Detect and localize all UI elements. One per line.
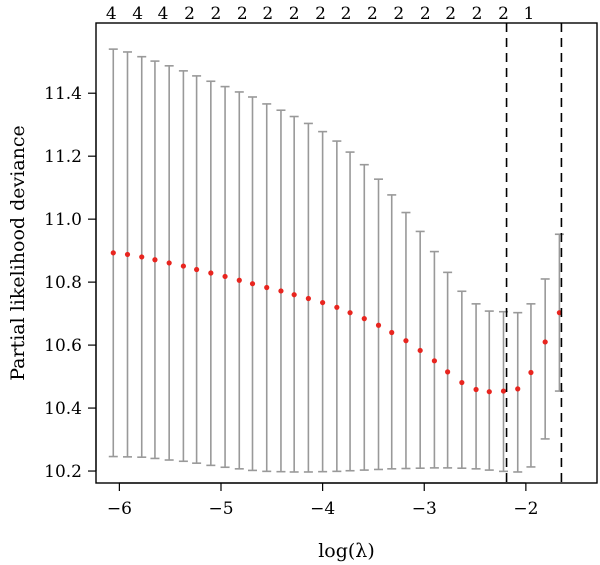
data-point — [208, 270, 214, 276]
data-point — [500, 388, 507, 394]
data-point — [542, 339, 548, 345]
x-tick-label: −3 — [412, 499, 437, 519]
errorbar — [513, 311, 523, 473]
point-group — [110, 250, 562, 395]
data-point — [515, 386, 521, 392]
y-tick-label: 11.0 — [44, 210, 82, 230]
top-count-label: 2 — [184, 4, 195, 24]
data-point — [264, 284, 270, 291]
top-count-label: 2 — [420, 4, 431, 24]
y-axis: 10.2 10.4 10.6 10.8 11.0 11.2 11.4 — [44, 84, 97, 482]
y-tick-label: 10.4 — [44, 399, 82, 419]
top-count-label: 2 — [472, 4, 483, 24]
x-tick-label: −4 — [310, 499, 335, 519]
x-axis-title: log(λ) — [318, 540, 375, 562]
data-point — [320, 299, 326, 306]
top-count-label: 2 — [262, 4, 273, 24]
data-point — [249, 281, 256, 287]
errorbar — [526, 303, 536, 468]
top-count-label: 1 — [523, 4, 534, 24]
data-point — [403, 338, 409, 344]
errorbar — [457, 290, 467, 470]
data-point — [110, 250, 116, 256]
data-point — [180, 263, 186, 269]
data-point — [194, 266, 200, 273]
top-count-label: 2 — [289, 4, 300, 24]
data-point — [431, 358, 438, 364]
data-point — [361, 316, 367, 322]
top-count-label: 4 — [106, 4, 117, 24]
plot-frame — [95, 22, 598, 484]
x-tick-label: −2 — [513, 499, 538, 519]
top-count-label: 2 — [445, 4, 456, 24]
data-point — [473, 386, 479, 393]
data-point — [417, 347, 423, 354]
data-point — [278, 288, 284, 294]
data-point — [459, 379, 465, 386]
data-point — [124, 251, 131, 258]
data-point — [389, 329, 395, 336]
data-point — [305, 295, 311, 302]
top-count-label: 4 — [158, 4, 169, 24]
data-point — [347, 310, 353, 316]
y-tick-label: 10.2 — [44, 462, 82, 482]
x-tick-label: −5 — [208, 499, 233, 519]
vline-group — [505, 23, 563, 483]
data-point — [334, 304, 340, 310]
data-point — [236, 277, 242, 283]
data-point — [486, 389, 492, 395]
top-count-label: 2 — [393, 4, 404, 24]
y-axis-title: Partial likelihood deviance — [7, 125, 29, 381]
top-count-label: 2 — [341, 4, 352, 24]
y-tick-label: 10.6 — [44, 336, 82, 356]
y-tick-label: 11.4 — [44, 84, 82, 104]
data-point — [375, 322, 382, 328]
x-axis: −6 −5 −4 −3 −2 — [107, 482, 538, 519]
errorbar-group — [108, 48, 564, 473]
data-point — [528, 369, 534, 376]
top-count-label: 2 — [237, 4, 248, 24]
errorbar — [540, 278, 550, 440]
top-count-label: 2 — [315, 4, 326, 24]
data-point — [222, 273, 228, 280]
data-point — [445, 369, 451, 375]
y-tick-label: 10.8 — [44, 273, 82, 293]
data-point — [291, 292, 297, 298]
data-point — [166, 260, 172, 266]
errorbar — [471, 303, 481, 470]
top-count-label: 2 — [367, 4, 378, 24]
top-count-label: 2 — [211, 4, 222, 24]
top-count-label: 2 — [498, 4, 509, 24]
data-point — [139, 254, 145, 260]
top-count-label: 4 — [132, 4, 143, 24]
y-tick-label: 11.2 — [44, 147, 82, 167]
data-point — [152, 257, 158, 263]
x-tick-label: −6 — [107, 499, 132, 519]
